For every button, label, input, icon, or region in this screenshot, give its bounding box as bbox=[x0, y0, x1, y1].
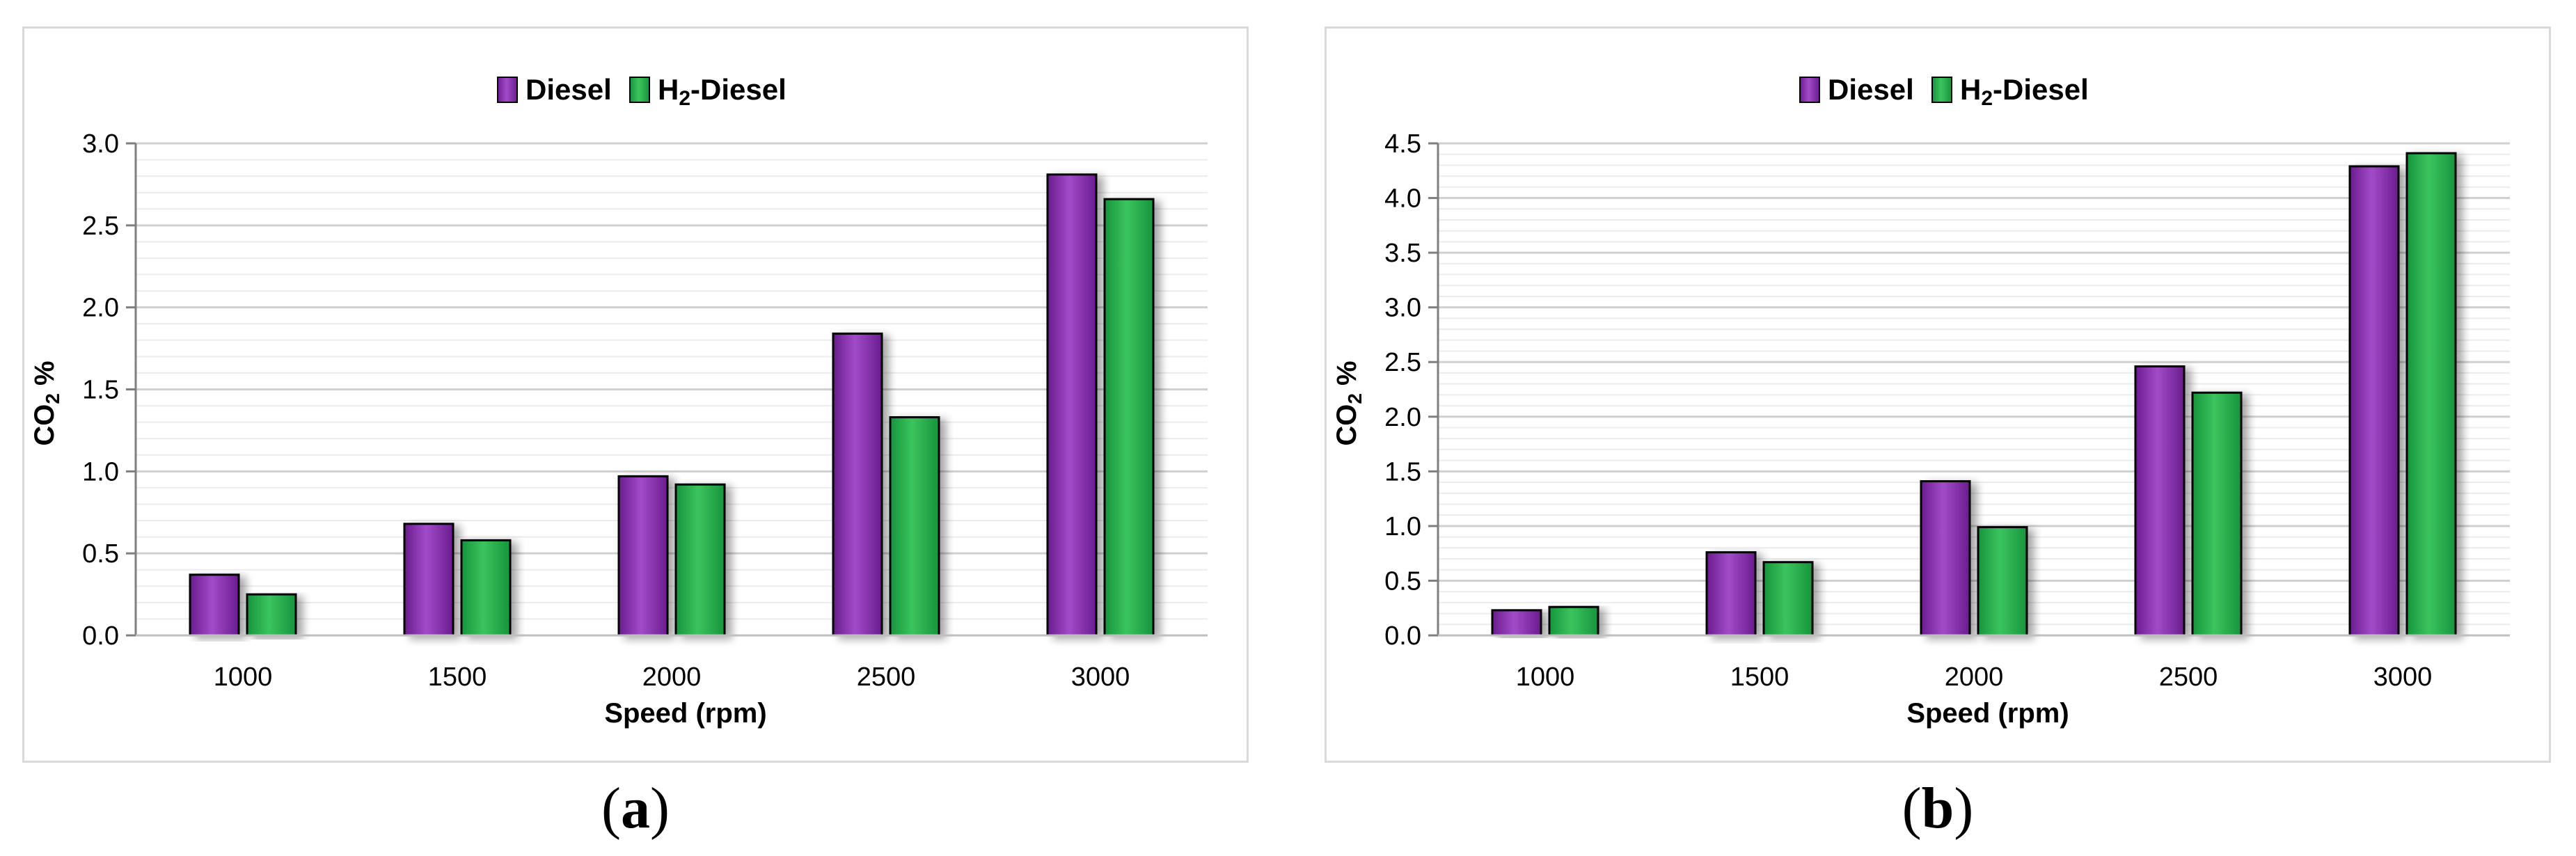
x-tick-label: 1000 bbox=[1516, 663, 1575, 692]
legend-label-diesel: Diesel bbox=[1828, 73, 1914, 106]
caption-letter-b: b bbox=[1921, 776, 1954, 841]
legend-swatch-h2-diesel bbox=[629, 77, 650, 103]
legend-label-diesel: Diesel bbox=[526, 73, 612, 106]
y-tick-label: 2.0 bbox=[82, 294, 119, 323]
bar-chart-a: 0.0 0.5 1.0 1.5 2.0 2.5 3.0 1000 1500 2000 2500 300… bbox=[29, 73, 1208, 729]
panel-caption-b: (b) bbox=[1902, 776, 1974, 841]
y-tick-label: 4.5 bbox=[1384, 129, 1421, 159]
x-tick-label: 2000 bbox=[642, 663, 702, 692]
legend-label-h2-diesel: H2-Diesel bbox=[1960, 73, 2089, 110]
x-tick-label: 1500 bbox=[428, 663, 487, 692]
bar-h2-diesel-2500 bbox=[889, 416, 940, 637]
y-tick-label: 4.0 bbox=[1384, 184, 1421, 214]
x-tick-label: 3000 bbox=[2373, 663, 2433, 692]
y-tick-label: 3.5 bbox=[1384, 239, 1421, 268]
chart-panel-b: 0.0 0.5 1.0 1.5 2.0 2.5 3.0 3.5 4.0 4.5 1000 1500 20… bbox=[1325, 26, 2551, 763]
x-axis-title: Speed (rpm) bbox=[604, 698, 766, 729]
x-tick-label: 2000 bbox=[1945, 663, 2004, 692]
bar-h2-diesel-1500 bbox=[1762, 561, 1814, 637]
bar-diesel-1500 bbox=[1705, 551, 1757, 637]
bar-diesel-1000 bbox=[189, 573, 240, 637]
panel-caption-a: (a) bbox=[601, 776, 670, 841]
y-tick-label: 0.0 bbox=[82, 621, 119, 651]
legend: Diesel H2-Diesel bbox=[497, 73, 787, 110]
legend-label-h2-diesel: H2-Diesel bbox=[658, 73, 787, 110]
x-axis-title: Speed (rpm) bbox=[1906, 698, 2069, 729]
x-tick-label: 2500 bbox=[2159, 663, 2218, 692]
bar-diesel-2000 bbox=[617, 475, 669, 637]
bar-diesel-2000 bbox=[1920, 479, 1971, 637]
bar-diesel-2500 bbox=[2134, 365, 2186, 637]
bar-h2-diesel-2500 bbox=[2191, 391, 2243, 637]
legend-swatch-diesel bbox=[1799, 77, 1820, 103]
caption-letter-a: a bbox=[621, 776, 650, 841]
bar-h2-diesel-1000 bbox=[246, 593, 297, 637]
bar-h2-diesel-1000 bbox=[1548, 605, 1599, 637]
bar-diesel-2500 bbox=[832, 332, 883, 637]
bar-diesel-1500 bbox=[403, 523, 455, 637]
legend-swatch-h2-diesel bbox=[1931, 77, 1952, 103]
y-tick-label: 2.5 bbox=[1384, 348, 1421, 377]
y-axis-title: CO2 % bbox=[1332, 360, 1366, 445]
legend-swatch-diesel bbox=[497, 77, 518, 103]
y-tick-label: 0.0 bbox=[1384, 621, 1421, 651]
y-axis-title: CO2 % bbox=[29, 360, 63, 445]
x-tick-label: 3000 bbox=[1071, 663, 1130, 692]
y-tick-label: 0.5 bbox=[1384, 566, 1421, 596]
bar-h2-diesel-2000 bbox=[674, 483, 726, 637]
y-tick-label: 1.0 bbox=[1384, 512, 1421, 541]
bar-h2-diesel-3000 bbox=[2405, 152, 2457, 637]
x-tick-label: 1000 bbox=[214, 663, 273, 692]
y-tick-label: 3.0 bbox=[1384, 294, 1421, 323]
bar-diesel-1000 bbox=[1491, 609, 1542, 637]
x-tick-label: 1500 bbox=[1730, 663, 1789, 692]
y-tick-label: 3.0 bbox=[82, 129, 119, 159]
bar-h2-diesel-3000 bbox=[1103, 198, 1155, 637]
bar-chart-b: 0.0 0.5 1.0 1.5 2.0 2.5 3.0 3.5 4.0 4.5 1000 1500 20… bbox=[1332, 73, 2510, 729]
y-tick-label: 2.5 bbox=[82, 212, 119, 241]
y-tick-label: 1.5 bbox=[1384, 457, 1421, 486]
y-tick-label: 1.0 bbox=[82, 457, 119, 486]
bar-diesel-3000 bbox=[2348, 165, 2400, 637]
x-tick-label: 2500 bbox=[857, 663, 916, 692]
y-tick-label: 1.5 bbox=[82, 376, 119, 405]
bar-h2-diesel-1500 bbox=[460, 539, 512, 637]
legend: Diesel H2-Diesel bbox=[1799, 73, 2089, 110]
y-tick-label: 2.0 bbox=[1384, 403, 1421, 432]
bar-diesel-3000 bbox=[1046, 173, 1098, 637]
chart-panel-a: 0.0 0.5 1.0 1.5 2.0 2.5 3.0 1000 1500 2000 2500 300… bbox=[22, 26, 1249, 763]
bar-h2-diesel-2000 bbox=[1977, 525, 2028, 637]
y-tick-label: 0.5 bbox=[82, 539, 119, 569]
